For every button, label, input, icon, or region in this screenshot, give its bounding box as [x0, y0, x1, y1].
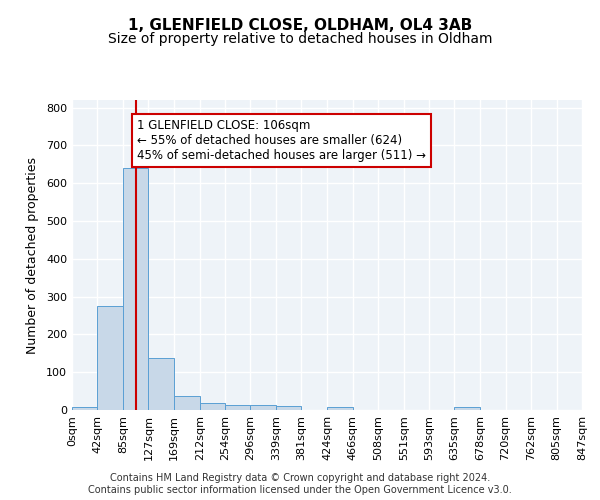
Bar: [97, 306, 123, 410]
Text: 1, GLENFIELD CLOSE, OLDHAM, OL4 3AB: 1, GLENFIELD CLOSE, OLDHAM, OL4 3AB: [128, 18, 472, 32]
Bar: [328, 407, 353, 410]
Bar: [200, 403, 225, 410]
Bar: [276, 406, 301, 410]
Bar: [250, 406, 276, 410]
Bar: [454, 407, 480, 410]
Y-axis label: Number of detached properties: Number of detached properties: [26, 156, 39, 354]
Text: Size of property relative to detached houses in Oldham: Size of property relative to detached ho…: [108, 32, 492, 46]
Bar: [148, 358, 174, 410]
Text: Contains HM Land Registry data © Crown copyright and database right 2024.
Contai: Contains HM Land Registry data © Crown c…: [88, 474, 512, 495]
Bar: [123, 168, 148, 410]
Bar: [72, 407, 97, 410]
Text: 1 GLENFIELD CLOSE: 106sqm
← 55% of detached houses are smaller (624)
45% of semi: 1 GLENFIELD CLOSE: 106sqm ← 55% of detac…: [137, 119, 426, 162]
Bar: [174, 396, 200, 410]
Bar: [225, 406, 250, 410]
